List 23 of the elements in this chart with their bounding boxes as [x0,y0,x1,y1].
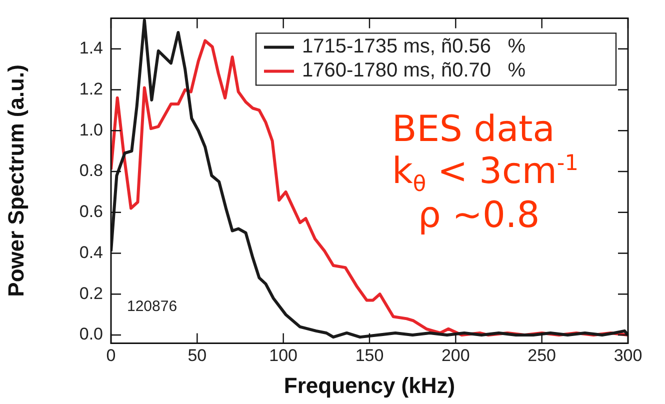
y-tick-label: 0.2 [79,284,103,303]
x-tick-label: 200 [441,346,470,366]
x-tick-label: 0 [106,346,116,366]
x-tick-label: 250 [528,346,556,366]
y-tick-label: 0.6 [79,202,103,222]
y-tick-label: 0.4 [79,242,103,262]
annotation: ρ ~0.8 [418,195,540,236]
annotation: 120876 [127,298,178,315]
legend-label: 1715-1735 ms, ñ0.56 % [302,36,526,58]
y-tick-label: 1.2 [79,79,103,98]
x-tick-label: 100 [269,346,298,366]
y-tick-label: 1.0 [79,120,103,140]
x-tick-label: 50 [188,346,207,366]
y-tick-label: 0.8 [79,161,103,180]
x-tick-label: 300 [614,346,642,366]
annotation: BES data [392,109,555,150]
y-axis-title: Power Spectrum (a.u.) [3,64,28,297]
x-tick-label: 150 [355,346,384,366]
y-tick-label: 0.0 [79,324,103,344]
legend-label: 1760-1780 ms, ñ0.70 % [302,60,526,82]
x-axis-title: Frequency (kHz) [284,372,456,398]
y-tick-label: 1.4 [79,38,103,58]
annotation: k$_{θ}$ < 3cm$^{-1}$ [392,151,578,198]
